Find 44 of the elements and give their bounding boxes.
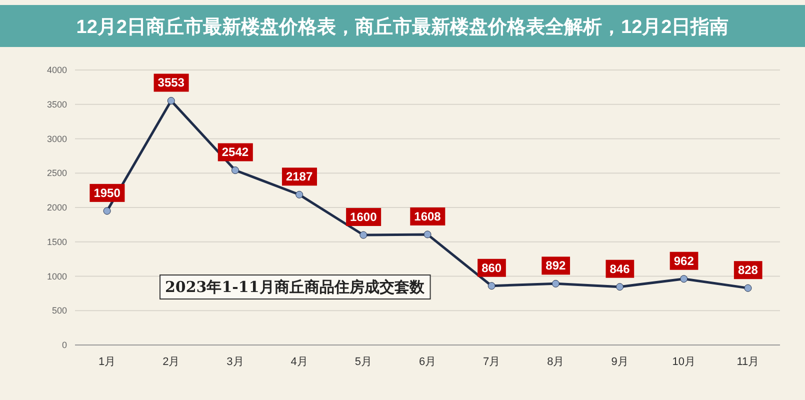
data-label: 962 [674,254,694,268]
point [488,282,496,290]
data-label: 1950 [94,186,121,200]
annotation: 2023年1-11月商丘商品住房成交套数 [165,278,426,296]
data-label: 1600 [350,210,378,224]
y-tick-label: 1500 [46,236,67,247]
data-label: 3553 [158,76,185,90]
data-label: 2542 [222,145,249,160]
chart-title: 12月2日商丘市最新楼盘价格表，商丘市最新楼盘价格表全解析，12月2日指南 [76,16,729,38]
y-tick-label: 2500 [46,168,67,178]
y-tick-label: 0 [62,340,67,350]
x-tick-label: 9月 [611,356,628,368]
y-tick-label: 3000 [46,134,67,144]
data-label: 846 [610,262,630,276]
point [680,275,688,283]
point [424,230,432,238]
x-tick-label: 4月 [290,356,308,368]
point [616,283,624,291]
point [360,231,368,239]
data-label: 828 [738,263,758,278]
point [552,280,560,288]
x-tick-label: 7月 [483,356,500,368]
x-tick-label: 1月 [98,356,116,368]
point [231,166,239,174]
x-tick-label: 5月 [354,356,372,368]
x-tick-label: 2月 [162,356,180,368]
point [103,207,111,215]
data-label: 2187 [286,170,313,184]
point [167,96,175,104]
data-label: 860 [482,260,502,275]
data-label: 1608 [414,209,442,224]
point [296,190,304,198]
x-tick-label: 10月 [672,356,696,368]
x-tick-label: 6月 [418,356,436,368]
y-tick-label: 1000 [46,271,67,282]
y-tick-label: 3500 [46,99,67,110]
data-label: 892 [546,258,566,273]
point [744,284,752,292]
x-tick-label: 11月 [736,356,760,368]
y-tick-label: 4000 [46,65,67,75]
x-tick-label: 3月 [226,356,244,368]
y-tick-label: 500 [52,306,67,316]
y-tick-label: 2000 [46,202,67,212]
x-tick-label: 8月 [547,356,564,368]
